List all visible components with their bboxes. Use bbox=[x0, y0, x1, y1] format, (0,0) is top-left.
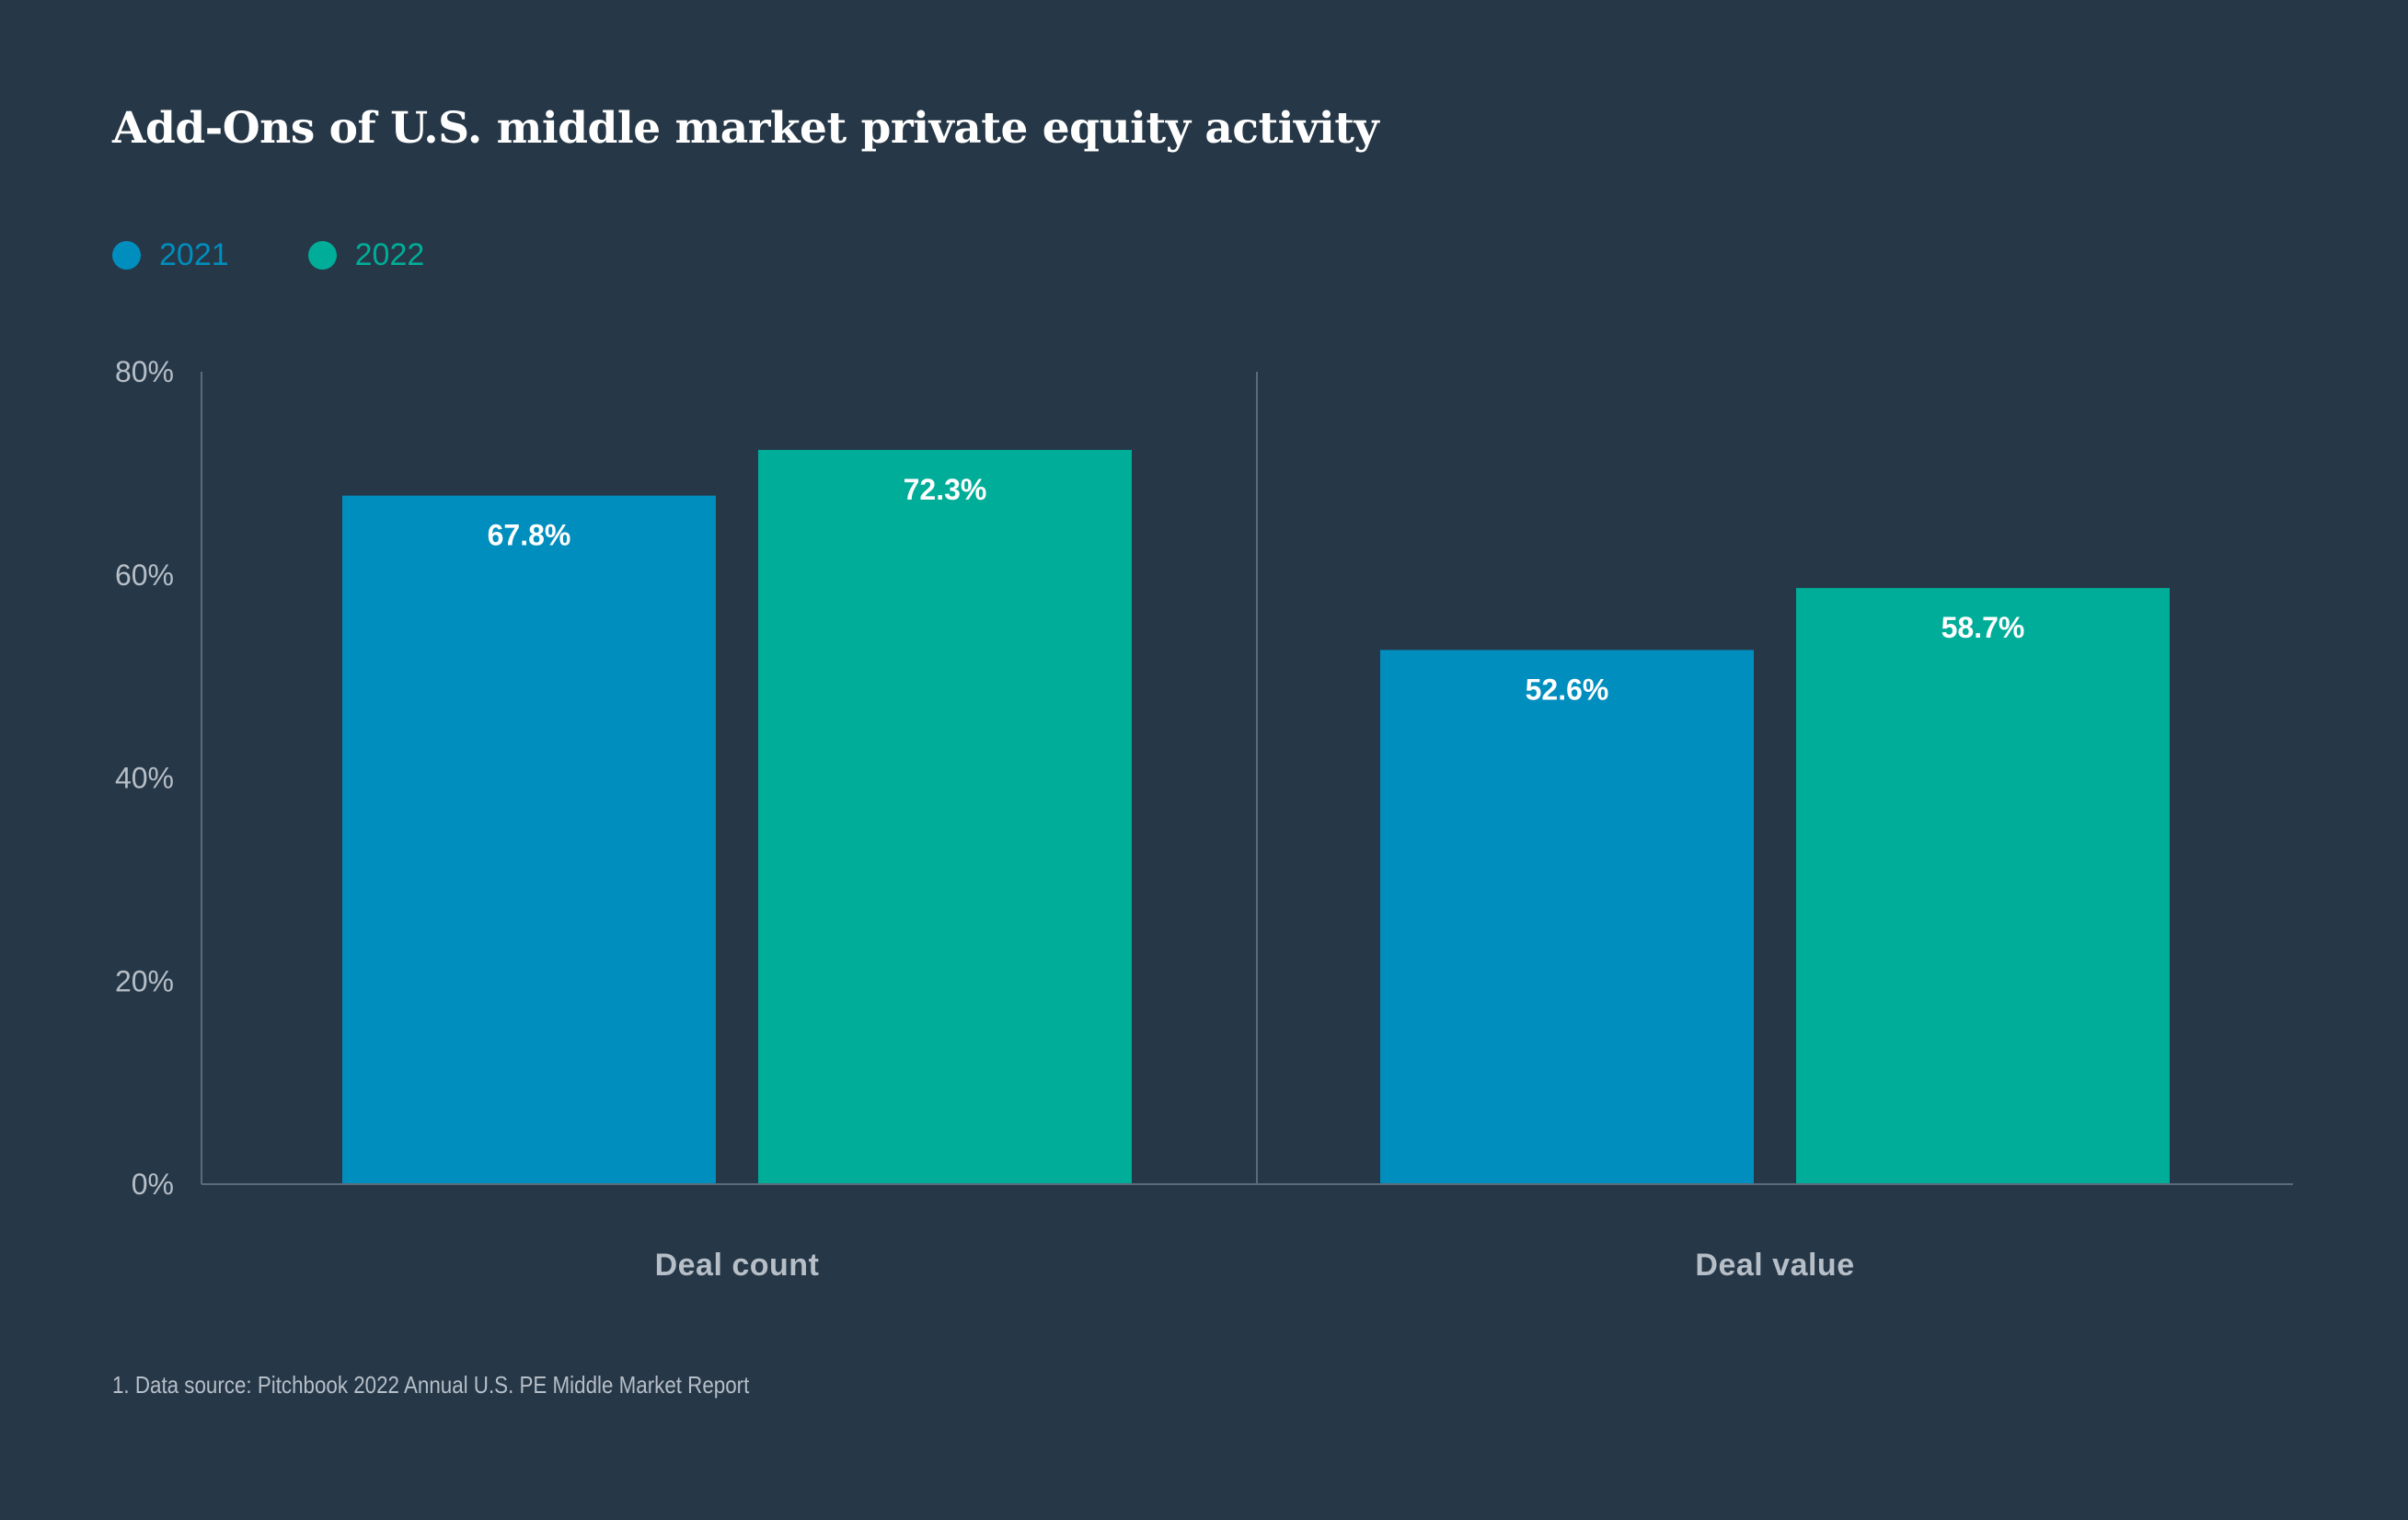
legend-label-2021: 2021 bbox=[159, 237, 229, 272]
y-tick-label: 40% bbox=[115, 762, 174, 795]
bar-2021-deal-value bbox=[1380, 650, 1754, 1184]
y-tick-label: 60% bbox=[115, 558, 174, 592]
y-tick-label: 80% bbox=[115, 355, 174, 388]
x-category-label: Deal value bbox=[1695, 1248, 1854, 1283]
legend-label-2022: 2022 bbox=[354, 237, 425, 272]
footnote: 1. Data source: Pitchbook 2022 Annual U.… bbox=[112, 1371, 750, 1399]
bar-value-label: 72.3% bbox=[904, 473, 987, 506]
legend-item-2021: 2021 bbox=[112, 237, 229, 273]
bar-value-label: 58.7% bbox=[1941, 611, 2025, 644]
y-tick-label: 0% bbox=[132, 1168, 174, 1201]
legend-item-2022: 2022 bbox=[307, 237, 425, 273]
chart-title: Add-Ons of U.S. middle market private eq… bbox=[112, 103, 1379, 154]
bar-value-label: 52.6% bbox=[1526, 673, 1609, 706]
bar-value-label: 67.8% bbox=[488, 519, 571, 552]
bar-2021-deal-count bbox=[342, 495, 716, 1184]
y-tick-label: 20% bbox=[115, 964, 174, 997]
legend-dot-2022-icon bbox=[307, 241, 337, 270]
legend: 2021 2022 bbox=[112, 237, 503, 273]
bar-2022-deal-value bbox=[1796, 588, 2170, 1184]
x-category-label: Deal count bbox=[655, 1248, 820, 1283]
bar-2022-deal-count bbox=[758, 449, 1132, 1184]
legend-dot-2021-icon bbox=[112, 241, 141, 270]
